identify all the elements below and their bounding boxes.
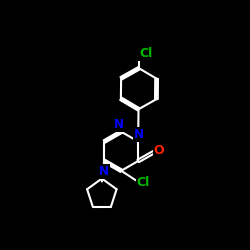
Text: Cl: Cl [139, 47, 152, 60]
Text: N: N [134, 128, 144, 141]
Text: N: N [99, 165, 109, 178]
Text: O: O [154, 144, 164, 157]
Text: Cl: Cl [136, 176, 150, 189]
Text: N: N [114, 118, 124, 131]
